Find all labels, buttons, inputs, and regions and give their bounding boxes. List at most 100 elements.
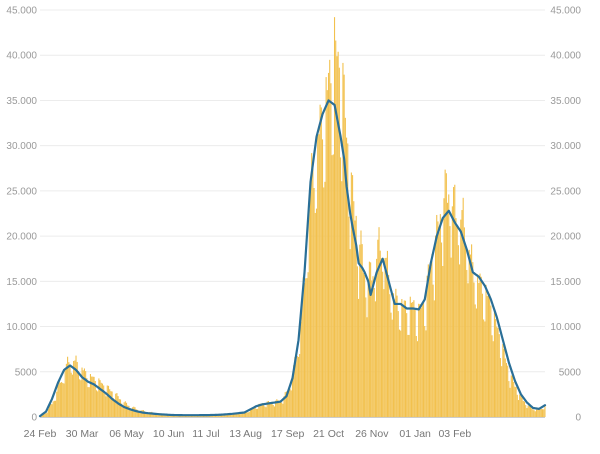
daily-bar <box>315 208 318 417</box>
daily-bar <box>153 413 155 417</box>
x-tick-label: 06 May <box>109 428 144 440</box>
daily-bar <box>425 330 427 417</box>
daily-bar <box>100 382 102 417</box>
daily-bar <box>406 313 408 417</box>
daily-bar <box>504 358 506 417</box>
daily-bar <box>92 376 94 417</box>
daily-bar <box>541 409 544 417</box>
daily-bar <box>263 403 265 417</box>
daily-bar <box>477 274 479 417</box>
daily-bar <box>544 406 546 417</box>
daily-bar <box>396 295 398 417</box>
daily-bar <box>404 300 407 417</box>
daily-bar <box>454 184 456 417</box>
daily-bar <box>493 309 496 417</box>
daily-bar <box>75 355 77 417</box>
daily-bar <box>336 56 338 418</box>
daily-bar <box>325 77 327 418</box>
daily-bar <box>119 399 122 417</box>
daily-bar <box>95 390 98 417</box>
daily-bar <box>472 262 474 417</box>
daily-bar <box>339 157 342 417</box>
daily-bar <box>415 335 417 417</box>
daily-bar <box>122 406 124 417</box>
x-tick-label: 26 Nov <box>355 428 389 440</box>
daily-bar <box>91 376 93 417</box>
daily-bar <box>164 414 166 417</box>
daily-bar <box>450 257 452 417</box>
y-tick-label-right: 5000 <box>559 367 582 378</box>
daily-bar <box>80 380 82 417</box>
daily-bar <box>117 396 119 417</box>
daily-bar <box>58 380 60 417</box>
daily-bar <box>103 385 105 417</box>
daily-bar <box>370 262 372 417</box>
daily-bar <box>380 258 382 417</box>
y-axis-right: 0 5000 10.000 15.000 20.000 25.000 30.000 35.00… <box>550 6 581 424</box>
daily-bar <box>400 330 402 417</box>
daily-bar <box>230 414 232 417</box>
daily-bar <box>346 137 348 417</box>
daily-bar <box>145 412 147 417</box>
daily-bar <box>237 413 239 417</box>
daily-bar <box>313 188 315 417</box>
daily-bar <box>540 408 542 417</box>
daily-bar <box>390 312 392 417</box>
daily-bar <box>385 257 387 417</box>
daily-bar <box>213 415 215 417</box>
daily-bar <box>422 299 425 417</box>
daily-bar <box>303 282 306 417</box>
daily-bar <box>56 391 58 417</box>
daily-bar <box>226 414 229 417</box>
daily-bar <box>330 83 332 418</box>
daily-bar <box>150 412 152 417</box>
daily-bar <box>57 384 59 417</box>
daily-bar <box>379 250 381 417</box>
daily-bar <box>468 249 470 417</box>
daily-bar <box>216 415 218 417</box>
daily-bar <box>295 360 297 417</box>
y-tick-label-right: 35.000 <box>550 96 581 107</box>
daily-bar <box>252 407 254 417</box>
daily-bar <box>352 175 354 417</box>
daily-bar <box>394 299 396 417</box>
daily-bar <box>479 273 481 417</box>
daily-bar <box>354 220 356 417</box>
daily-bar <box>445 173 447 417</box>
daily-bar <box>52 401 54 417</box>
daily-bar <box>144 411 146 417</box>
daily-bar <box>258 403 260 417</box>
daily-bar <box>154 413 156 417</box>
daily-bar <box>285 391 287 417</box>
y-tick-label-right: 10.000 <box>550 322 581 333</box>
daily-bar <box>509 387 511 417</box>
daily-bar <box>225 414 227 417</box>
daily-bar <box>538 408 540 417</box>
y-tick-label-right: 30.000 <box>550 141 581 152</box>
daily-bar <box>428 269 431 417</box>
daily-bar <box>281 402 283 417</box>
daily-bar <box>82 370 84 417</box>
daily-bar <box>520 394 522 417</box>
daily-bar <box>278 401 280 417</box>
daily-bar <box>433 300 435 417</box>
daily-bar <box>241 412 243 417</box>
y-tick-label-left: 0 <box>31 413 37 424</box>
daily-bar <box>51 404 53 417</box>
daily-bar <box>232 413 235 417</box>
daily-bars <box>39 17 546 418</box>
daily-bar <box>439 214 441 417</box>
daily-bar <box>362 272 364 417</box>
daily-bar <box>459 264 461 417</box>
daily-bar <box>254 407 256 417</box>
daily-bar <box>68 362 70 417</box>
daily-bar <box>136 409 138 417</box>
daily-bar <box>271 401 273 417</box>
daily-bar <box>495 318 497 417</box>
daily-bar <box>172 415 174 417</box>
daily-bar <box>135 409 137 417</box>
daily-bar <box>471 244 473 417</box>
daily-bar <box>45 413 47 417</box>
daily-bar <box>128 405 130 417</box>
daily-bar <box>277 400 279 417</box>
